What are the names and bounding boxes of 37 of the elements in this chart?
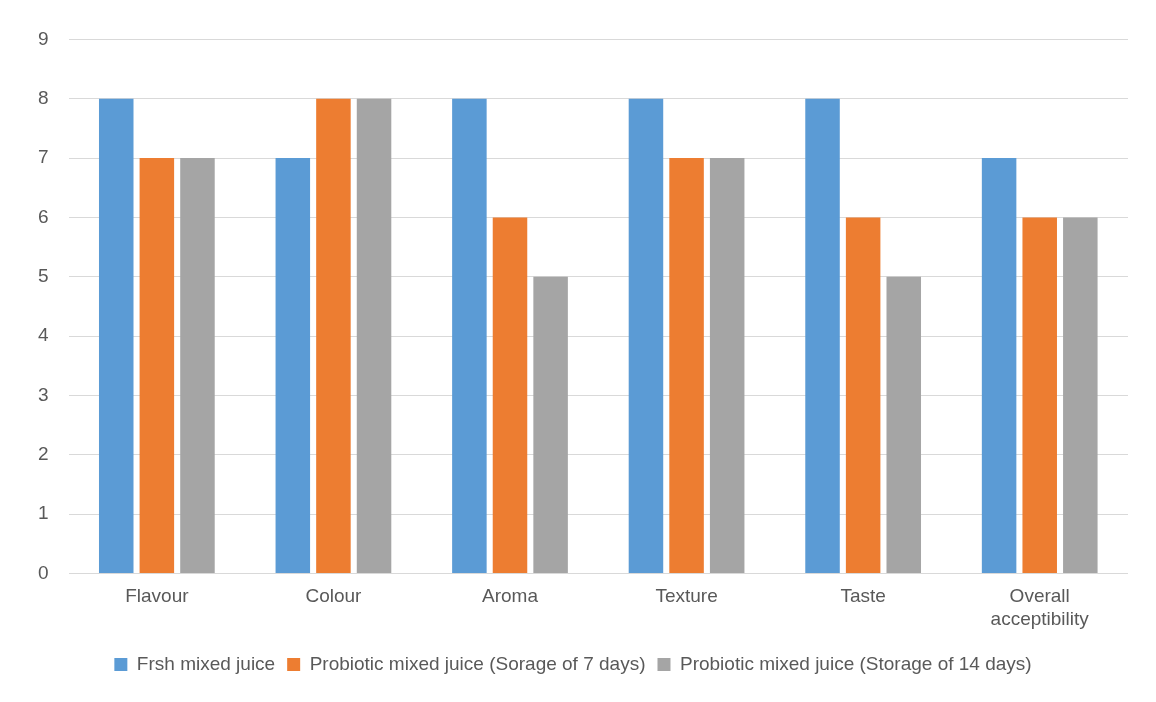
bar [669,158,704,573]
legend-label: Frsh mixed juice [136,652,276,674]
y-tick-label: 7 [37,146,49,168]
y-tick-label: 0 [37,561,49,583]
bar [628,98,664,573]
y-tick-label: 2 [37,442,49,464]
bar [275,158,311,573]
bar [886,276,922,573]
y-tick-label: 1 [37,502,49,524]
y-tick-label: 3 [37,383,49,405]
bar [452,98,487,573]
x-tick-label: Aroma [482,585,539,607]
x-tick-label: Colour [305,585,363,607]
x-tick-label: Texture [655,585,718,607]
x-tick-label: Taste [840,585,886,607]
bar [356,98,392,573]
legend-label: Probiotic mixed juice (Sorage of 7 days) [309,652,646,674]
x-tick-label: Overall acceptibility [990,585,1090,629]
y-tick-label: 9 [37,27,49,49]
bar [1063,217,1098,573]
bar [709,158,745,573]
bar [492,217,528,573]
y-tick-label: 6 [37,205,49,227]
y-tick-label: 4 [37,324,49,346]
bar [845,217,881,573]
x-tick-label: Flavour [125,585,190,607]
bar [981,158,1017,573]
bar [805,98,840,573]
y-tick-label: 8 [37,86,49,108]
bar [139,158,175,573]
legend-label: Probiotic mixed juice (Storage of 14 days) [679,652,1032,674]
bar [98,98,134,573]
y-tick-label: 5 [37,264,49,286]
bar [316,98,351,573]
bar [533,276,568,573]
bar [1022,217,1057,573]
bar [180,158,215,573]
